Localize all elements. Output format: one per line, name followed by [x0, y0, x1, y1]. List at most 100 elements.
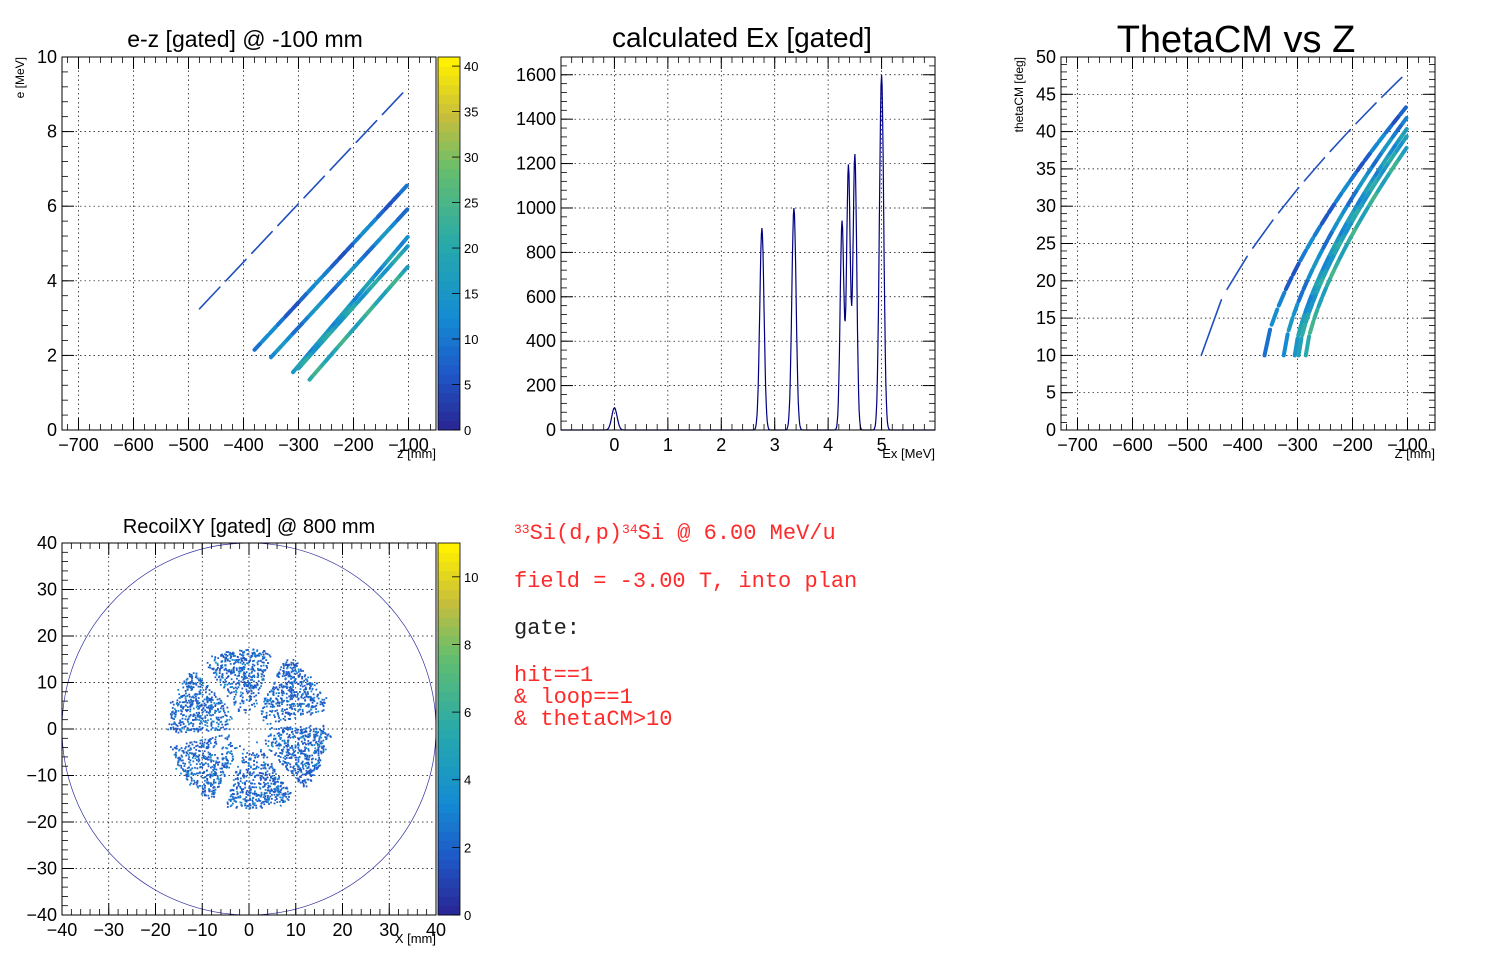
hit-point	[253, 705, 256, 708]
hit-point	[229, 799, 232, 801]
hit-point	[275, 744, 278, 747]
hit-point	[199, 784, 201, 787]
hit-point	[202, 754, 205, 757]
hit-point	[265, 717, 268, 720]
colorbar-segment	[438, 392, 460, 403]
hit-point	[253, 680, 255, 683]
hit-point	[186, 682, 189, 685]
hit-point	[251, 801, 254, 803]
hit-point	[224, 714, 227, 717]
hit-point	[262, 651, 264, 654]
hit-point	[297, 709, 300, 711]
hit-point	[266, 801, 268, 804]
hit-point	[250, 668, 253, 671]
hit-point	[304, 781, 307, 784]
hit-point	[292, 748, 295, 751]
hit-point	[259, 800, 262, 802]
hit-point	[290, 678, 292, 680]
hit-point	[184, 690, 187, 692]
hit-point	[190, 686, 192, 689]
hit-point	[222, 705, 224, 707]
hit-point	[287, 680, 290, 683]
hit-point	[185, 710, 188, 713]
data-segment	[391, 191, 402, 203]
hit-point	[318, 756, 321, 759]
hit-point	[307, 766, 310, 769]
hit-point	[213, 659, 216, 662]
hit-point	[233, 671, 235, 674]
hit-point	[223, 764, 225, 767]
hit-point	[207, 729, 210, 732]
hit-point	[205, 747, 208, 749]
hit-point	[303, 784, 305, 787]
hit-point	[290, 770, 293, 772]
hit-point	[263, 794, 266, 796]
hit-point	[242, 798, 245, 801]
hit-point	[170, 716, 173, 719]
hit-point	[291, 727, 294, 730]
hit-point	[220, 655, 223, 657]
colorbar-segment	[438, 701, 460, 711]
hit-point	[265, 716, 268, 719]
data-segment	[1325, 260, 1333, 271]
x-tick-label: −500	[168, 435, 209, 455]
hit-point	[216, 777, 219, 780]
y-tick-label: 4	[47, 271, 57, 291]
hit-point	[247, 679, 249, 682]
hit-point	[221, 767, 223, 770]
hit-point	[266, 698, 269, 701]
hit-point	[225, 757, 227, 760]
data-segment	[373, 298, 381, 306]
hit-point	[185, 692, 187, 695]
hit-point	[309, 676, 312, 679]
hit-point	[246, 752, 249, 754]
hit-point	[245, 709, 247, 711]
data-segment	[1286, 315, 1295, 333]
hit-point	[255, 795, 258, 797]
hit-point	[206, 725, 209, 727]
hit-point	[251, 797, 254, 800]
hit-point	[243, 674, 246, 677]
hit-point	[252, 660, 254, 663]
data-segment	[319, 359, 328, 368]
data-segment	[1352, 202, 1360, 212]
hit-point	[323, 745, 325, 748]
hit-point	[287, 739, 290, 742]
hit-point	[263, 797, 266, 799]
hit-point	[186, 701, 189, 704]
hit-point	[180, 747, 183, 749]
hit-point	[244, 675, 247, 678]
hit-point	[303, 739, 306, 741]
hit-point	[248, 791, 250, 794]
hit-point	[293, 676, 295, 678]
data-segment	[1345, 214, 1353, 224]
hit-point	[297, 705, 299, 708]
hit-point	[186, 694, 189, 697]
colorbar-segment	[438, 131, 460, 142]
hit-point	[210, 795, 213, 798]
hit-point	[241, 687, 244, 690]
hit-point	[182, 714, 184, 717]
colorbar-tick-label: 6	[464, 705, 471, 720]
y-tick-label: 0	[47, 420, 57, 440]
hit-point	[229, 654, 232, 657]
hit-point	[270, 690, 273, 693]
hit-point	[261, 806, 263, 809]
hit-point	[179, 724, 182, 726]
hit-point	[203, 776, 206, 779]
colorbar-segment	[438, 280, 460, 291]
hit-point	[262, 761, 265, 764]
hit-point	[295, 731, 298, 734]
hit-point	[195, 748, 198, 751]
hit-point	[248, 792, 251, 795]
hit-point	[237, 773, 240, 775]
colorbar-tick-label: 2	[464, 840, 471, 855]
hit-point	[240, 654, 243, 656]
hit-point	[267, 795, 269, 797]
hit-point	[239, 653, 241, 656]
hit-point	[223, 710, 225, 712]
hit-point	[200, 793, 203, 796]
data-segment	[1341, 180, 1351, 193]
hit-point	[181, 682, 184, 685]
hit-point	[304, 688, 307, 690]
